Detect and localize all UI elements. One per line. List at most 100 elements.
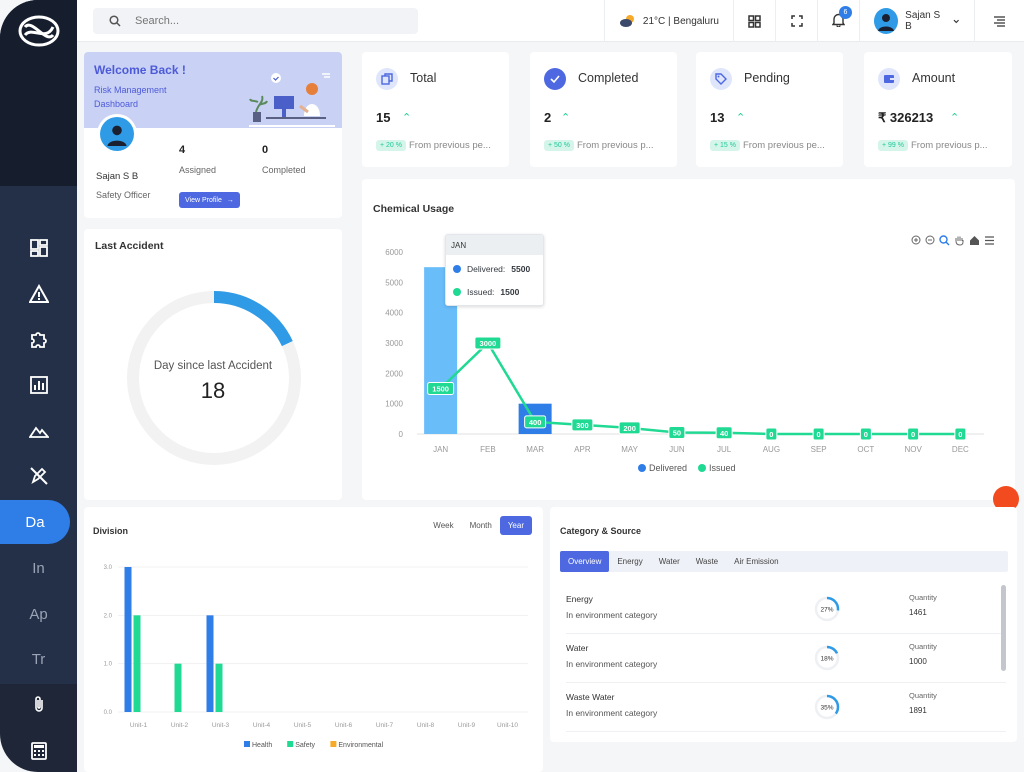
item-category: In environment category <box>566 610 658 620</box>
data-label: 1500 <box>432 385 449 394</box>
apps-button[interactable] <box>733 0 775 42</box>
legend-label: Health <box>252 742 272 749</box>
legend-label: Delivered <box>649 463 687 473</box>
issued-point <box>859 427 872 441</box>
tooltip-delivered-row: Delivered: 5500 <box>453 264 530 274</box>
stat-value: 15 <box>376 110 391 125</box>
issued-dot <box>453 288 461 296</box>
tooltip-delivered-label: Delivered: <box>467 264 506 274</box>
puzzle-icon[interactable] <box>0 318 77 362</box>
card-title: Chemical Usage <box>373 203 455 215</box>
warning-icon[interactable] <box>0 272 77 316</box>
arrow-right-icon: → <box>226 196 234 204</box>
issued-point <box>524 415 547 429</box>
y-tick-label: 5000 <box>385 278 403 287</box>
stat-value: 2 <box>544 110 552 125</box>
notifications-button[interactable]: 6 <box>817 0 859 42</box>
trend-up-icon: ⌃ <box>736 112 746 124</box>
stat-from: From previous p... <box>577 140 654 151</box>
division-tabs: Week Month Year <box>425 516 532 535</box>
pan-hand-icon[interactable] <box>954 235 965 246</box>
no-edit-icon[interactable] <box>0 454 77 498</box>
tab-waste[interactable]: Waste <box>695 557 719 566</box>
x-tick-label: Unit-4 <box>253 722 271 729</box>
avatar <box>874 8 899 34</box>
sidebar-item-tr[interactable]: Tr <box>0 637 77 681</box>
quantity-value: 1891 <box>909 706 927 715</box>
calculator-icon[interactable] <box>0 729 77 772</box>
legend-marker <box>244 741 250 747</box>
home-icon[interactable] <box>969 235 980 246</box>
legend-marker <box>287 741 294 747</box>
welcome-card: Welcome Back ! Risk Management Dashboard… <box>84 52 342 218</box>
stat-percent: + 20 % <box>376 140 406 151</box>
list-item: Energy In environment category 27% Quant… <box>566 586 1006 634</box>
percent-label: 18% <box>820 656 833 663</box>
safety-bar <box>215 663 223 712</box>
quantity-label: Quantity <box>909 593 937 602</box>
x-tick-label: SEP <box>811 445 827 454</box>
stat-label: Completed <box>578 71 639 85</box>
notification-badge: 6 <box>839 5 852 19</box>
y-tick-label: 1.0 <box>104 662 113 668</box>
menu-lines-icon <box>994 15 1005 27</box>
x-tick-label: NOV <box>904 445 922 454</box>
data-label: 400 <box>529 418 542 427</box>
x-tick-label: Unit-2 <box>171 722 189 729</box>
data-label: 200 <box>623 424 636 433</box>
chevron-down-icon <box>954 19 960 23</box>
view-profile-label: View Profile <box>185 196 222 204</box>
tab-week[interactable]: Week <box>433 521 454 530</box>
zoom-in-icon[interactable] <box>911 235 921 245</box>
sidebar-item-da[interactable]: Da <box>0 500 70 544</box>
x-tick-label: AUG <box>763 445 780 454</box>
category-source-card: Category & Source Overview Energy Water … <box>550 507 1017 742</box>
data-label: 300 <box>576 421 589 430</box>
terrain-icon[interactable] <box>0 409 77 453</box>
magnifier-icon[interactable] <box>939 235 950 246</box>
zoom-out-icon[interactable] <box>925 235 935 245</box>
issued-line <box>439 341 961 436</box>
menu-icon[interactable] <box>984 235 995 246</box>
tab-year[interactable]: Year <box>499 516 532 535</box>
tooltip-issued-row: Issued: 1500 <box>453 287 519 297</box>
scrollbar[interactable] <box>1001 585 1006 671</box>
card-title: Division <box>93 526 129 536</box>
sidebar-item-in[interactable]: In <box>0 546 77 590</box>
brand-logo[interactable] <box>18 14 60 48</box>
tab-month[interactable]: Month <box>469 521 492 530</box>
fullscreen-button[interactable] <box>775 0 817 42</box>
x-tick-label: Unit-1 <box>130 722 148 729</box>
dashboard-icon[interactable] <box>0 226 77 270</box>
workspace-illustration <box>249 73 335 127</box>
percent-ring: 35% <box>814 694 840 720</box>
tab-water[interactable]: Water <box>658 557 680 566</box>
legend-label: Issued <box>709 463 736 473</box>
view-profile-button[interactable]: View Profile → <box>179 192 240 208</box>
settings-menu-button[interactable] <box>974 0 1024 42</box>
user-menu[interactable]: Sajan S B <box>859 0 974 42</box>
y-tick-label: 2.0 <box>104 613 113 619</box>
tab-air-emission[interactable]: Air Emission <box>734 557 779 566</box>
x-tick-label: APR <box>574 445 591 454</box>
issued-point <box>907 427 920 441</box>
item-name: Energy <box>566 594 593 604</box>
report-icon[interactable] <box>0 363 77 407</box>
check-circle-icon <box>544 68 566 90</box>
accident-progress-arc <box>127 291 301 465</box>
division-card: Division Week Month Year 0.0 1.0 2.0 3.0 Uni… <box>84 507 543 772</box>
issued-point <box>715 426 733 440</box>
search-input[interactable] <box>135 15 385 27</box>
stat-from: From previous pe... <box>409 140 491 151</box>
paperclip-icon[interactable] <box>0 683 77 727</box>
stat-label: Total <box>410 71 437 85</box>
sidebar-item-ap[interactable]: Ap <box>0 592 77 636</box>
welcome-header: Welcome Back ! Risk Management Dashboard <box>84 52 342 128</box>
sidebar-header <box>0 0 77 186</box>
search-box[interactable] <box>93 8 418 34</box>
tab-overview[interactable]: Overview <box>560 551 610 572</box>
x-tick-label: Unit-3 <box>212 722 230 729</box>
tab-energy[interactable]: Energy <box>617 557 643 566</box>
tooltip-issued-label: Issued: <box>467 287 495 297</box>
